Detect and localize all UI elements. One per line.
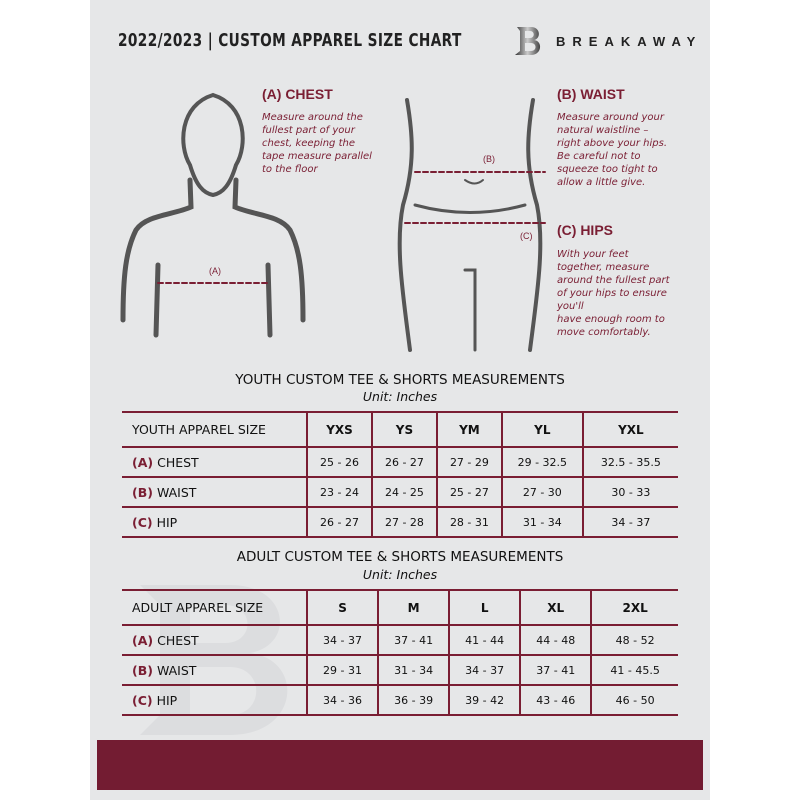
chest-marker: (A) <box>209 266 221 276</box>
page-title: 2022/2023 | CUSTOM APPAREL SIZE CHART <box>118 30 462 51</box>
chest-heading: (A) CHEST <box>262 86 333 102</box>
measurement-label: (C) HIP <box>122 684 307 716</box>
measurement-value: 24 - 25 <box>370 476 437 508</box>
measurement-code: (C) <box>132 514 153 530</box>
size-header: L <box>448 589 521 626</box>
table-row: (C) HIP 34 - 36 36 - 39 39 - 42 43 - 46 46 - … <box>122 684 678 716</box>
measurement-code: (A) <box>132 454 154 470</box>
measurement-label: (C) HIP <box>122 506 307 538</box>
measurement-value: 44 - 48 <box>519 624 592 656</box>
measurement-value: 37 - 41 <box>519 654 592 686</box>
waist-heading: (B) WAIST <box>557 86 625 102</box>
measurement-name: HIP <box>156 692 178 708</box>
youth-unit: Unit: Inches <box>362 389 438 404</box>
upper-body-illustration <box>120 92 306 338</box>
measurement-value: 25 - 26 <box>306 446 372 478</box>
youth-size-table: YOUTH APPAREL SIZE YXS YS YM YL YXL (A) CHEST 2… <box>122 411 678 538</box>
waist-description: Measure around your natural waistline – ri… <box>557 112 668 188</box>
measurement-value: 31 - 34 <box>500 506 583 538</box>
measurement-value: 27 - 30 <box>500 476 583 508</box>
measurement-label: (B) WAIST <box>122 476 307 508</box>
breakaway-logo-icon <box>515 27 541 55</box>
size-header: 2XL <box>590 589 678 626</box>
lower-body-illustration <box>397 98 546 352</box>
table-row: (B) WAIST 29 - 31 31 - 34 34 - 37 37 - 41 41 … <box>122 654 678 686</box>
waist-marker: (B) <box>483 154 495 164</box>
youth-table-title: YOUTH CUSTOM TEE & SHORTS MEASUREMENTS <box>235 372 565 388</box>
adult-unit: Unit: Inches <box>362 567 438 582</box>
measurement-value: 32.5 - 35.5 <box>581 446 678 478</box>
adult-table-title: ADULT CUSTOM TEE & SHORTS MEASUREMENTS <box>236 549 564 565</box>
measurement-value: 27 - 28 <box>370 506 437 538</box>
measurement-value: 30 - 33 <box>581 476 678 508</box>
measurement-code: (A) <box>132 632 154 648</box>
table-header-row: ADULT APPAREL SIZE S M L XL 2XL <box>122 589 678 626</box>
size-header: S <box>305 589 379 626</box>
measurement-value: 23 - 24 <box>306 476 372 508</box>
measurement-value: 36 - 39 <box>377 684 450 716</box>
measurement-code: (C) <box>132 692 153 708</box>
measurement-name: CHEST <box>157 632 199 648</box>
size-header: YS <box>370 411 437 448</box>
measurement-value: 46 - 50 <box>590 684 678 716</box>
size-header: YXL <box>581 411 678 448</box>
size-header: YL <box>500 411 583 448</box>
measurement-value: 34 - 37 <box>305 624 379 656</box>
measurement-code: (B) <box>132 484 153 500</box>
hips-heading: (C) HIPS <box>557 222 613 238</box>
measurement-label: (A) CHEST <box>122 446 307 478</box>
measurement-value: 25 - 27 <box>435 476 502 508</box>
size-header: YM <box>435 411 502 448</box>
measurement-value: 27 - 29 <box>435 446 502 478</box>
measurement-label: (A) CHEST <box>122 624 307 656</box>
measurement-value: 48 - 52 <box>590 624 678 656</box>
size-header: M <box>377 589 450 626</box>
hips-description: With your feet together, measure around th… <box>557 249 670 338</box>
measurement-code: (B) <box>132 662 153 678</box>
measurement-label: (B) WAIST <box>122 654 307 686</box>
size-header: XL <box>519 589 592 626</box>
measurement-value: 29 - 31 <box>305 654 379 686</box>
adult-size-table: ADULT APPAREL SIZE S M L XL 2XL (A) CHEST 34 - … <box>122 589 678 716</box>
size-header: YXS <box>306 411 372 448</box>
measurement-value: 31 - 34 <box>377 654 450 686</box>
brand-name: BREAKAWAY <box>556 34 703 49</box>
measurement-value: 34 - 37 <box>581 506 678 538</box>
measurement-value: 39 - 42 <box>448 684 521 716</box>
measurement-name: WAIST <box>156 484 197 500</box>
chest-description: Measure around the fullest part of your ch… <box>262 112 372 175</box>
table-header-row: YOUTH APPAREL SIZE YXS YS YM YL YXL <box>122 411 678 448</box>
size-label: ADULT APPAREL SIZE <box>122 589 307 626</box>
measurement-name: CHEST <box>157 454 199 470</box>
size-label: YOUTH APPAREL SIZE <box>122 411 307 448</box>
table-row: (A) CHEST 34 - 37 37 - 41 41 - 44 44 - 48 48 … <box>122 624 678 656</box>
table-row: (A) CHEST 25 - 26 26 - 27 27 - 29 29 - 32.5 3… <box>122 446 678 478</box>
measurement-value: 28 - 31 <box>435 506 502 538</box>
measurement-name: WAIST <box>156 662 197 678</box>
measurement-value: 26 - 27 <box>306 506 372 538</box>
measurement-value: 26 - 27 <box>370 446 437 478</box>
measurement-value: 41 - 44 <box>448 624 521 656</box>
measurement-value: 29 - 32.5 <box>500 446 583 478</box>
measurement-value: 34 - 36 <box>305 684 379 716</box>
footer-bar <box>97 740 703 790</box>
measurement-value: 37 - 41 <box>377 624 450 656</box>
table-row: (C) HIP 26 - 27 27 - 28 28 - 31 31 - 34 34 - … <box>122 506 678 538</box>
measurement-value: 43 - 46 <box>519 684 592 716</box>
table-row: (B) WAIST 23 - 24 24 - 25 25 - 27 27 - 30 30 … <box>122 476 678 508</box>
measurement-value: 41 - 45.5 <box>590 654 678 686</box>
hips-marker: (C) <box>520 231 533 241</box>
measurement-name: HIP <box>156 514 178 530</box>
measurement-value: 34 - 37 <box>448 654 521 686</box>
